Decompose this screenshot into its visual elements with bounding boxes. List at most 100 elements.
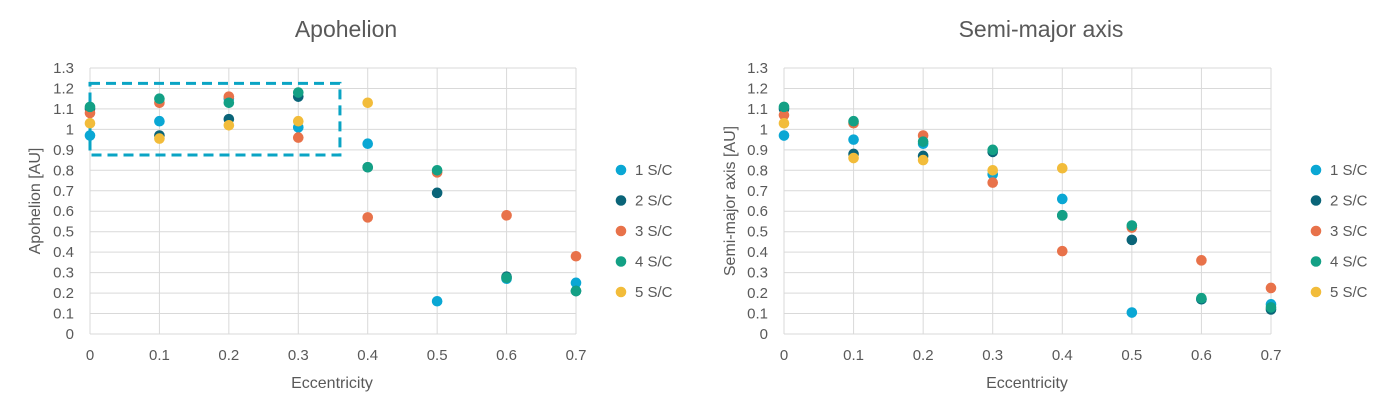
y-tick-label: 0.3 [747, 265, 768, 282]
data-point-1-s-c [778, 130, 790, 141]
y-tick-label: 0.5 [747, 224, 768, 241]
legend: 1 S/C 2 S/C 3 S/C 4 S/C 5 S/C [1310, 162, 1368, 301]
y-tick-label: 0.6 [53, 203, 74, 220]
x-tick-label: 0.5 [1121, 347, 1142, 364]
data-point-4-s-c [848, 115, 859, 127]
data-point-4-s-c [431, 165, 443, 176]
data-point-3-s-c [1265, 282, 1277, 294]
legend-label: 2 S/C [1330, 193, 1368, 210]
legend-label: 3 S/C [1330, 223, 1368, 240]
x-tick-label: 0.5 [427, 347, 448, 364]
y-tick-label: 0.6 [747, 203, 768, 220]
chart-title: Semi-major axis [959, 16, 1124, 42]
x-tick-label: 0.2 [218, 347, 239, 364]
data-point-1-s-c [1126, 307, 1138, 318]
y-tick-label: 0.5 [53, 224, 74, 241]
x-tick-label: 0.6 [1191, 347, 1212, 364]
apohelion-chart: Apohelion 0 0.1 0.2 0.3 0.4 0.5 0.6 0.7 0 0.1 0.2… [27, 16, 673, 392]
data-point-4-s-c [501, 272, 512, 284]
data-point-1-s-c [362, 138, 374, 150]
data-point-4-s-c [1196, 292, 1207, 304]
y-tick-label: 0.2 [53, 285, 74, 302]
x-tick-label: 0 [780, 347, 788, 364]
y-tick-label: 1.1 [53, 101, 74, 118]
y-tick-label: 0.4 [53, 244, 74, 261]
data-point-3-s-c [570, 250, 582, 262]
y-tick-label: 1.3 [747, 60, 768, 77]
y-axis-label: Apohelion [AU] [27, 148, 44, 255]
data-point-3-s-c [1056, 245, 1068, 257]
y-axis-label: Semi-major axis [AU] [722, 126, 739, 276]
legend-marker [1310, 164, 1322, 176]
y-tick-label: 0 [760, 326, 768, 343]
data-point-3-s-c [1196, 255, 1207, 266]
y-tick-labels: 0 0.1 0.2 0.3 0.4 0.5 0.6 0.7 0.8 0.9 1 1.1 1.2 1.3 [53, 60, 74, 343]
data-point-5-s-c [84, 117, 96, 129]
data-point-4-s-c [223, 97, 235, 109]
y-tick-label: 0 [66, 326, 74, 343]
x-tick-label: 0.6 [496, 347, 517, 364]
x-tick-label: 0.1 [149, 347, 170, 364]
y-tick-labels: 0 0.1 0.2 0.3 0.4 0.5 0.6 0.7 0.8 0.9 1 1.1 1.2 1.3 [747, 60, 768, 343]
data-points [84, 87, 582, 307]
legend-marker [1310, 225, 1322, 237]
y-tick-label: 1 [760, 121, 768, 138]
data-point-3-s-c [987, 177, 999, 188]
data-point-1-s-c [84, 130, 96, 141]
data-point-4-s-c [292, 87, 304, 98]
legend-label: 5 S/C [635, 284, 673, 301]
legend-label: 1 S/C [635, 162, 673, 179]
y-tick-label: 1.3 [53, 60, 74, 77]
x-tick-label: 0.4 [357, 347, 378, 364]
data-point-4-s-c [362, 161, 374, 173]
data-point-3-s-c [778, 109, 790, 121]
data-point-5-s-c [1056, 162, 1068, 174]
legend-marker [615, 256, 627, 267]
data-point-3-s-c [501, 210, 512, 221]
data-point-5-s-c [223, 119, 235, 131]
legend-marker [1310, 195, 1322, 206]
gridlines [89, 67, 577, 335]
x-tick-label: 0.1 [843, 347, 864, 364]
y-tick-label: 0.8 [53, 162, 74, 179]
y-tick-label: 0.9 [53, 142, 74, 159]
legend-label: 3 S/C [635, 223, 673, 240]
data-point-4-s-c [917, 136, 929, 147]
y-tick-label: 0.8 [747, 162, 768, 179]
y-tick-label: 0.7 [747, 183, 768, 200]
y-tick-label: 0.1 [747, 306, 768, 323]
data-point-1-s-c [431, 295, 443, 307]
legend-marker [1310, 256, 1322, 267]
data-point-4-s-c [84, 101, 96, 113]
data-point-1-s-c [154, 115, 165, 127]
legend-label: 4 S/C [635, 254, 673, 271]
data-point-2-s-c [1126, 234, 1138, 246]
data-point-1-s-c [1056, 193, 1068, 205]
legend-label: 4 S/C [1330, 254, 1368, 271]
y-tick-label: 0.2 [747, 285, 768, 302]
y-tick-label: 0.1 [53, 306, 74, 323]
x-axis-label: Eccentricity [986, 375, 1068, 392]
y-tick-label: 0.4 [747, 244, 768, 261]
y-tick-label: 1 [66, 121, 74, 138]
data-point-5-s-c [362, 97, 374, 109]
data-point-3-s-c [292, 132, 304, 143]
data-point-5-s-c [848, 152, 859, 164]
data-point-5-s-c [987, 165, 999, 176]
legend-marker [615, 286, 627, 298]
data-point-4-s-c [154, 93, 165, 104]
x-tick-label: 0 [86, 347, 94, 364]
legend-label: 2 S/C [635, 193, 673, 210]
x-axis-label: Eccentricity [291, 375, 373, 392]
data-point-4-s-c [778, 101, 790, 113]
legend-marker [615, 225, 627, 237]
data-point-4-s-c [1265, 302, 1277, 313]
gridlines [783, 67, 1272, 335]
x-tick-label: 0.2 [913, 347, 934, 364]
legend-marker [1310, 286, 1322, 298]
x-tick-label: 0.4 [1052, 347, 1073, 364]
chart-title: Apohelion [295, 16, 397, 42]
data-point-4-s-c [987, 144, 999, 156]
y-tick-label: 1.1 [747, 101, 768, 118]
data-point-5-s-c [292, 115, 304, 127]
